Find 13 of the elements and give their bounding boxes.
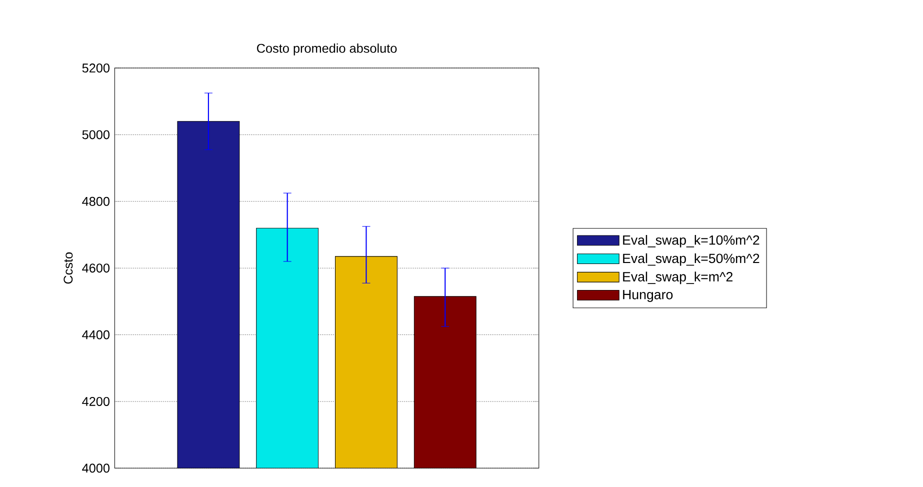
y-tick-label: 4000	[82, 464, 110, 473]
y-tick-label: 4800	[82, 196, 110, 206]
legend-label: Eval_swap_k=10%m^2	[623, 235, 760, 248]
legend-label: Eval_swap_k=m^2	[623, 272, 732, 284]
y-tick-label: 4600	[82, 264, 110, 273]
y-tick-label: 5200	[82, 64, 110, 73]
y-tick-label: 4200	[82, 397, 110, 406]
legend-label: Hungaro	[623, 290, 673, 302]
y-axis-title: Ccsto	[64, 252, 73, 284]
chart-title: Costo promedio absoluto	[257, 44, 397, 56]
y-tick-label: 4400	[82, 330, 110, 340]
y-tick-label: 5000	[82, 130, 110, 140]
legend-label: Eval_swap_k=50%m^2	[623, 253, 760, 266]
